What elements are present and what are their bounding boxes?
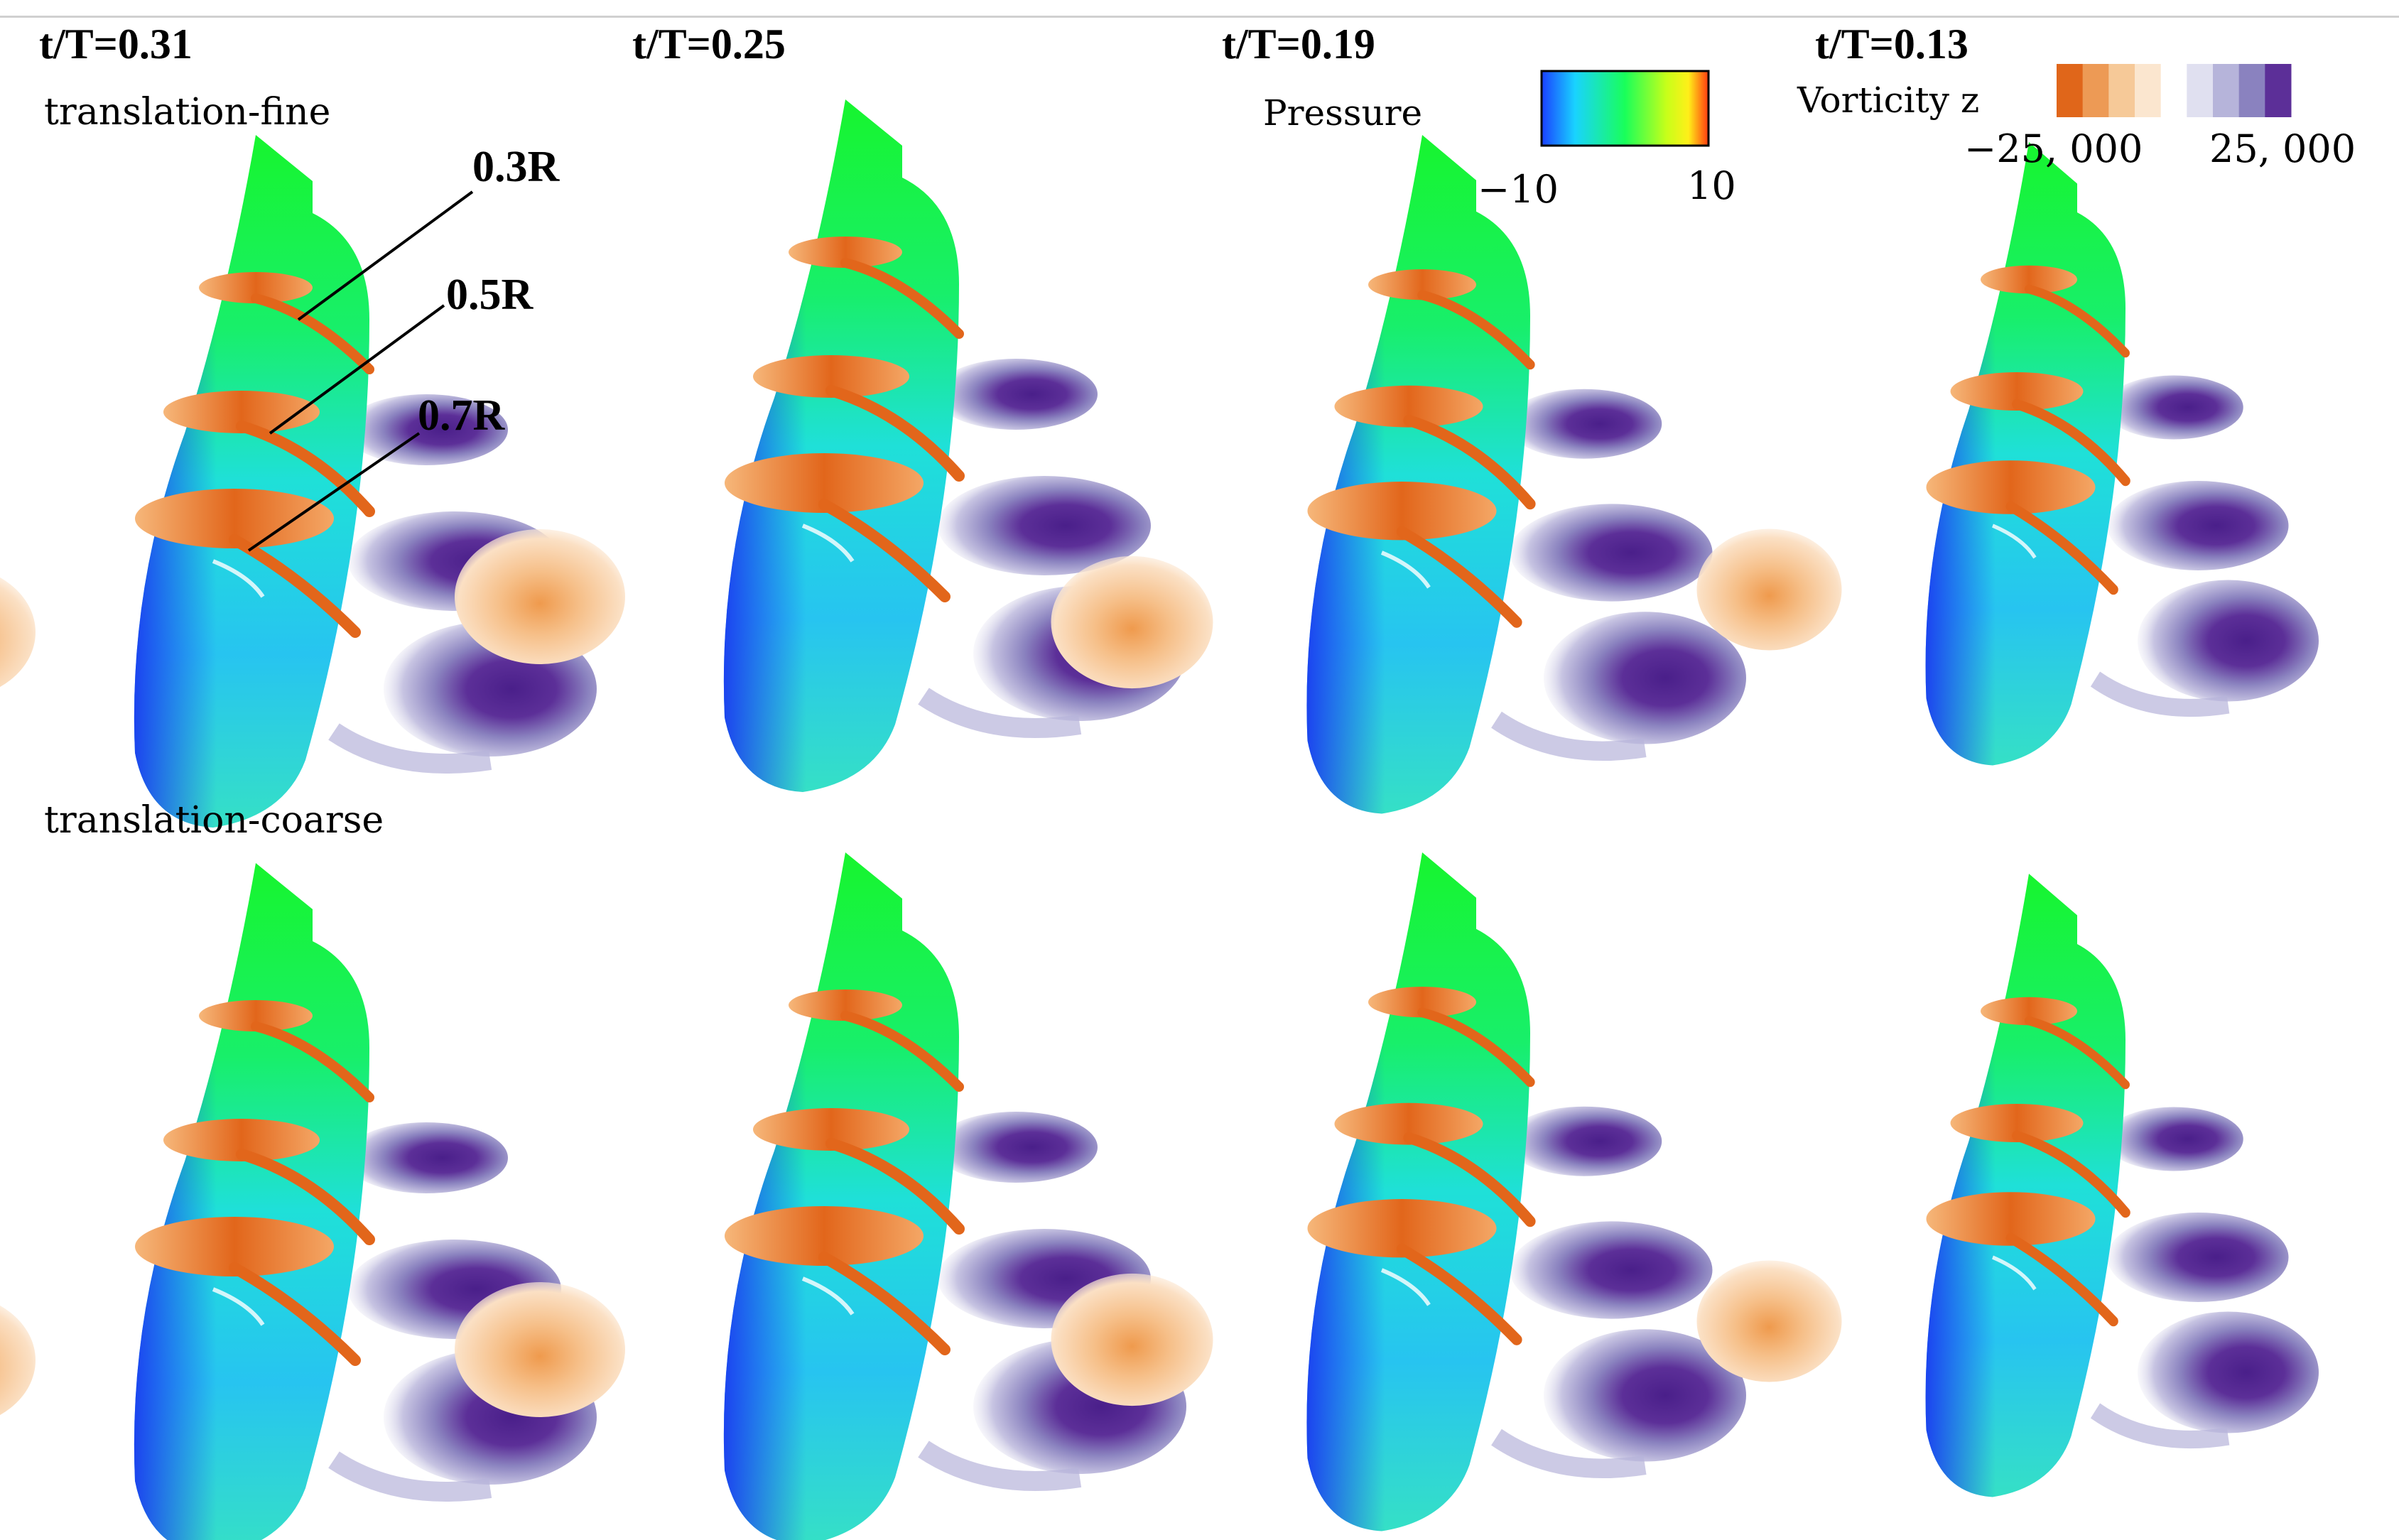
leader-07R xyxy=(247,432,421,552)
vorticity-band xyxy=(2187,64,2214,117)
section-label-07R: 0.7R xyxy=(418,391,505,440)
time-label-013: t/T=0.13 xyxy=(1815,21,1969,67)
top-border xyxy=(0,16,2399,18)
panel-coarse-031 xyxy=(0,863,597,1540)
leader-05R xyxy=(269,304,445,435)
pressure-colorbar xyxy=(1540,70,1710,147)
panel-fine-013 xyxy=(1697,142,2319,766)
vorticity-band xyxy=(2213,64,2240,117)
vorticity-band xyxy=(2057,64,2084,117)
panel-fine-019 xyxy=(1051,135,1747,814)
time-label-025: t/T=0.25 xyxy=(632,21,786,67)
vorticity-colorbar xyxy=(2057,64,2292,117)
panel-fine-031 xyxy=(0,135,597,828)
row-label-coarse: translation-coarse xyxy=(44,799,384,842)
leader-03R xyxy=(297,190,474,321)
vorticity-band xyxy=(2082,64,2109,117)
time-label-031: t/T=0.31 xyxy=(39,21,193,67)
panel-coarse-013 xyxy=(1697,874,2319,1497)
section-label-05R: 0.5R xyxy=(446,271,534,319)
time-label-019: t/T=0.19 xyxy=(1222,21,1375,67)
vorticity-colorbar-min: −25, 000 xyxy=(1964,126,2143,171)
section-label-03R: 0.3R xyxy=(472,143,560,191)
vorticity-band xyxy=(2160,64,2187,117)
vorticity-band xyxy=(2238,64,2265,117)
vorticity-colorbar-title: Vorticity z xyxy=(1797,80,1980,121)
vorticity-band xyxy=(2135,64,2162,117)
vorticity-band xyxy=(2108,64,2135,117)
row-label-fine: translation-fine xyxy=(44,91,331,134)
pressure-colorbar-title: Pressure xyxy=(1263,92,1423,134)
pressure-colorbar-min: −10 xyxy=(1478,167,1559,212)
vorticity-band xyxy=(2265,64,2292,117)
pressure-colorbar-max: 10 xyxy=(1687,163,1736,208)
vorticity-colorbar-max: 25, 000 xyxy=(2209,126,2356,171)
